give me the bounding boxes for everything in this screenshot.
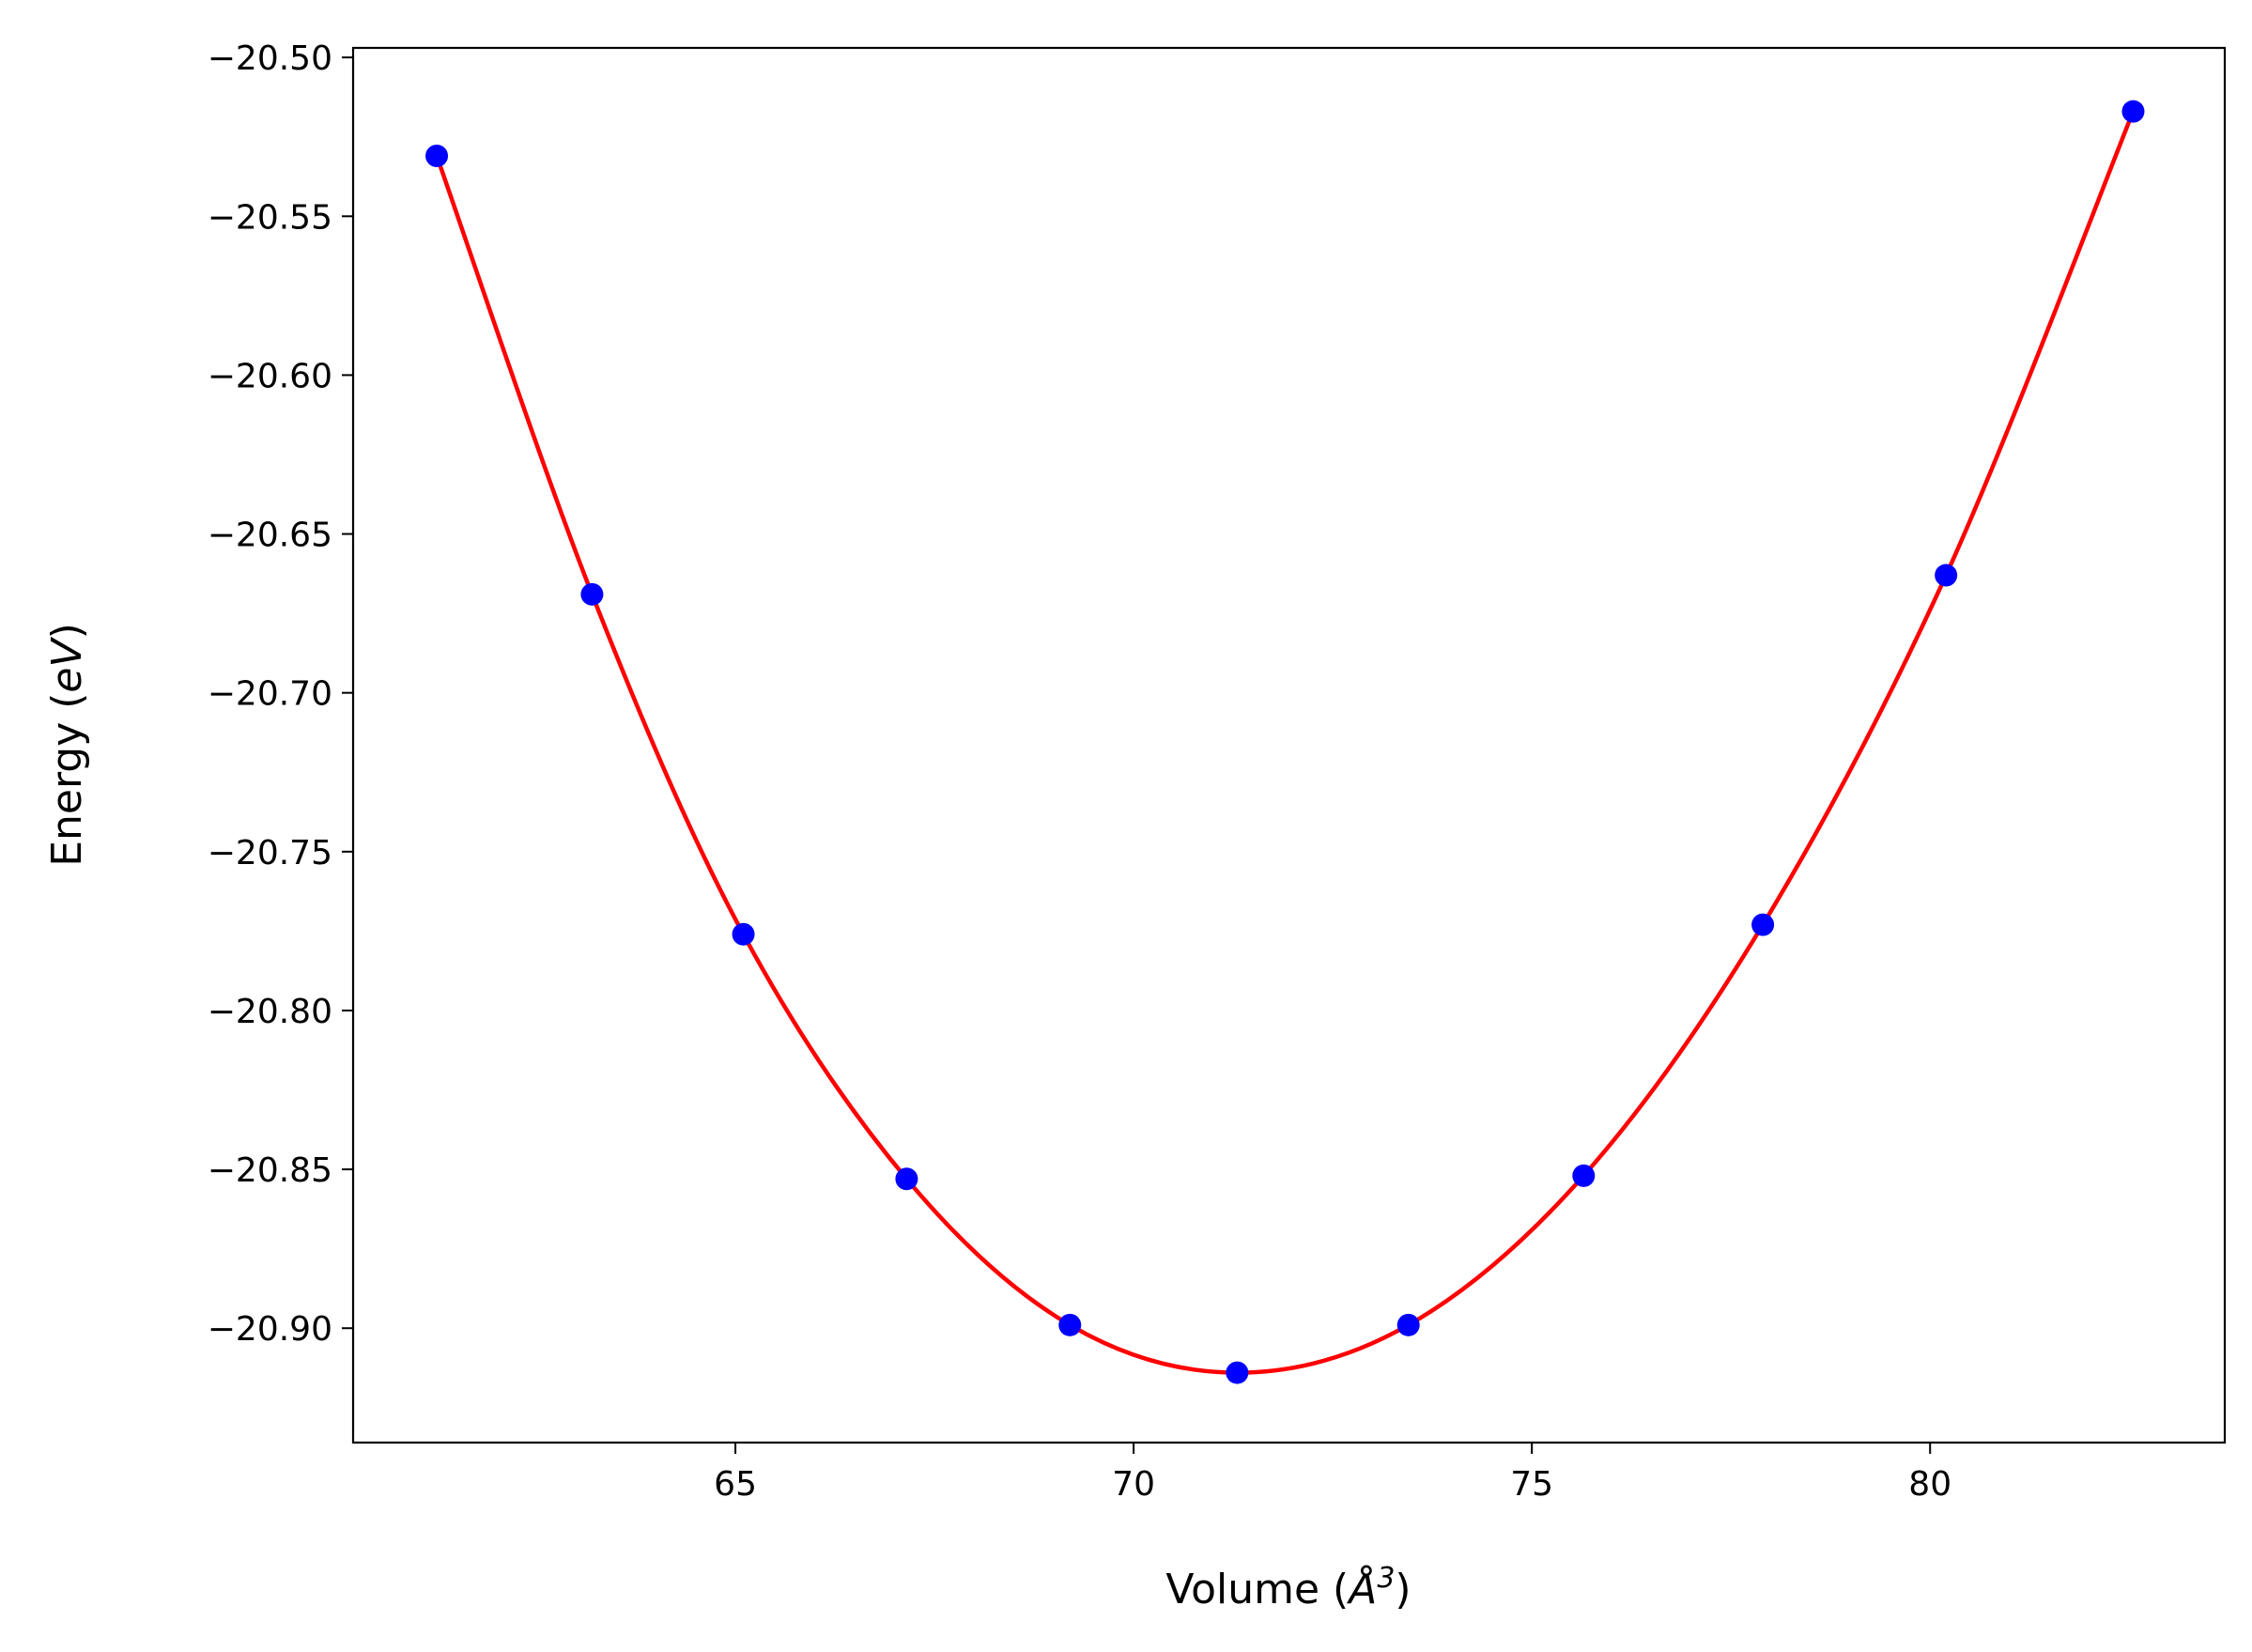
y-tick-label: −20.50 bbox=[208, 39, 332, 78]
data-point bbox=[1058, 1313, 1082, 1336]
data-points-layer bbox=[425, 100, 2145, 1384]
data-point bbox=[732, 922, 755, 946]
x-tick-label: 65 bbox=[714, 1465, 757, 1504]
data-point bbox=[1572, 1164, 1596, 1187]
x-tick-label: 70 bbox=[1112, 1465, 1155, 1504]
y-axis-ticks: −20.50 −20.55 −20.60 −20.65 −20.70 −20.75 −20.… bbox=[208, 39, 353, 1349]
data-point bbox=[1935, 564, 1958, 587]
data-point bbox=[1396, 1313, 1420, 1336]
data-point bbox=[1751, 913, 1775, 936]
y-tick-label: −20.55 bbox=[208, 198, 332, 237]
x-axis-label: Volume (Å3) bbox=[1165, 1562, 1411, 1614]
y-tick-label: −20.75 bbox=[208, 834, 332, 872]
x-tick-label: 80 bbox=[1908, 1465, 1951, 1504]
data-point bbox=[580, 582, 604, 606]
y-axis-label: Energy (eV) bbox=[43, 623, 91, 867]
y-tick-label: −20.90 bbox=[208, 1310, 332, 1349]
data-point bbox=[425, 145, 449, 168]
plot-border bbox=[351, 46, 2227, 1444]
y-tick-label: −20.60 bbox=[208, 357, 332, 395]
x-axis-ticks: 65 70 75 80 bbox=[714, 1443, 1951, 1504]
y-tick-label: −20.65 bbox=[208, 517, 332, 555]
y-tick-label: −20.80 bbox=[208, 993, 332, 1031]
x-tick-label: 75 bbox=[1510, 1465, 1553, 1504]
y-tick-label: −20.85 bbox=[208, 1151, 332, 1190]
plot-area bbox=[353, 48, 2225, 1443]
y-tick-label: −20.70 bbox=[208, 675, 332, 714]
data-point bbox=[2121, 100, 2145, 123]
data-point bbox=[1226, 1361, 1249, 1384]
data-point bbox=[895, 1167, 918, 1191]
